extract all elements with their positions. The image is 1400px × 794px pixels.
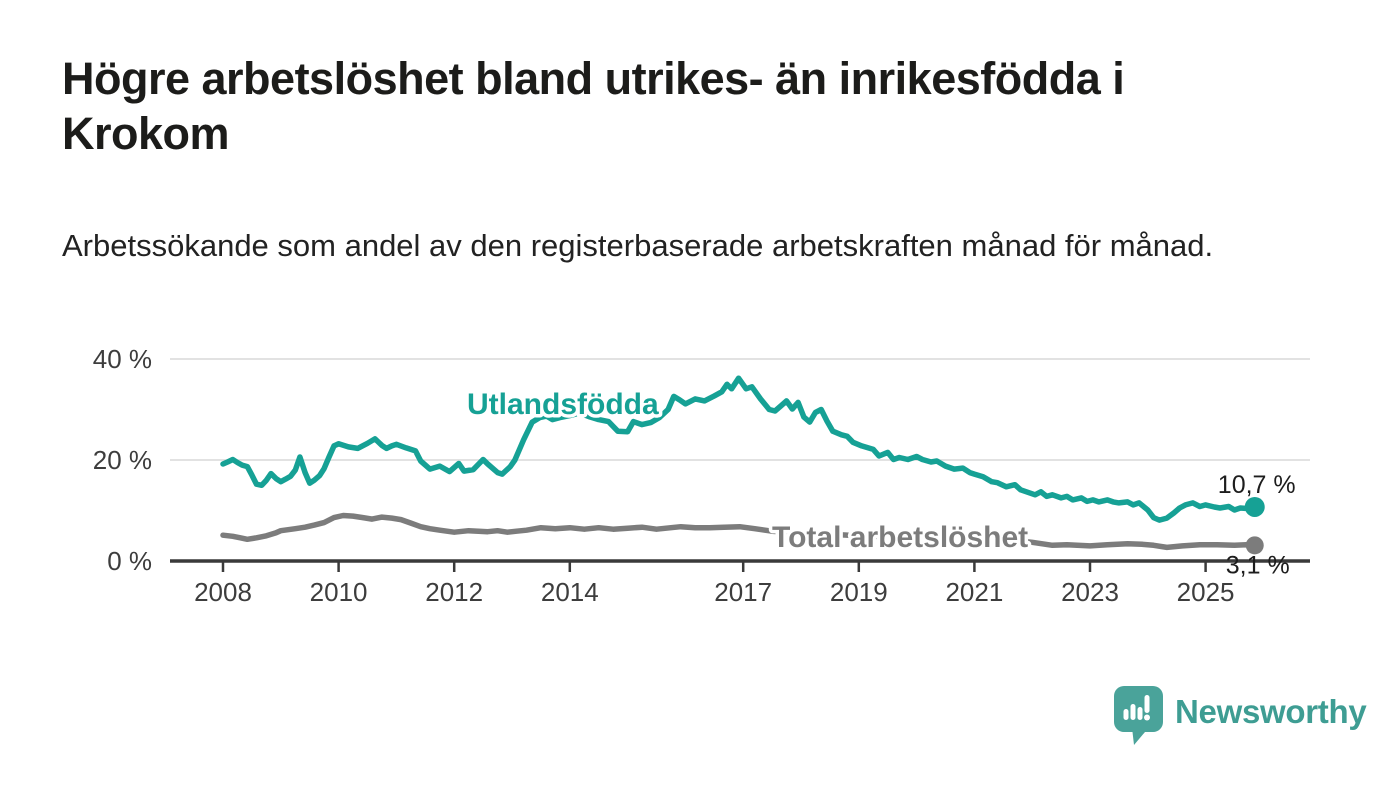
series-end-value-total: 3,1 % xyxy=(1226,551,1290,579)
y-axis-label: 20 % xyxy=(93,445,152,475)
x-tick-label: 2012 xyxy=(425,577,483,607)
x-tick-label: 2017 xyxy=(714,577,772,607)
y-axis-label: 0 % xyxy=(107,546,152,576)
series-line-utlandsfodda xyxy=(220,375,1258,523)
x-tick-label: 2019 xyxy=(830,577,888,607)
chart-subtitle: Arbetssökande som andel av den registerb… xyxy=(62,228,1214,263)
newsworthy-logo-text: Newsworthy xyxy=(1175,693,1367,730)
x-tick-label: 2025 xyxy=(1177,577,1235,607)
series-end-dot-utlandsfodda xyxy=(1244,496,1265,517)
newsworthy-logo-icon xyxy=(1114,686,1163,745)
page-title: Högre arbetslöshet bland utrikes- än inr… xyxy=(62,53,1125,159)
x-tick-label: 2021 xyxy=(945,577,1003,607)
series-end-dot-total xyxy=(1245,536,1264,555)
newsworthy-branding: Newsworthy xyxy=(1114,686,1367,746)
x-tick-label: 2014 xyxy=(541,577,599,607)
x-tick-label: 2008 xyxy=(194,577,252,607)
series-end-value-utlandsfodda: 10,7 % xyxy=(1218,471,1296,499)
series-line-total xyxy=(220,512,1258,551)
x-tick-label: 2010 xyxy=(310,577,368,607)
y-axis-label: 40 % xyxy=(93,344,152,374)
series-label-total: Total arbetslöshet xyxy=(772,521,1028,554)
x-tick-label: 2023 xyxy=(1061,577,1119,607)
series-label-utlandsfodda: Utlandsfödda xyxy=(467,388,659,421)
